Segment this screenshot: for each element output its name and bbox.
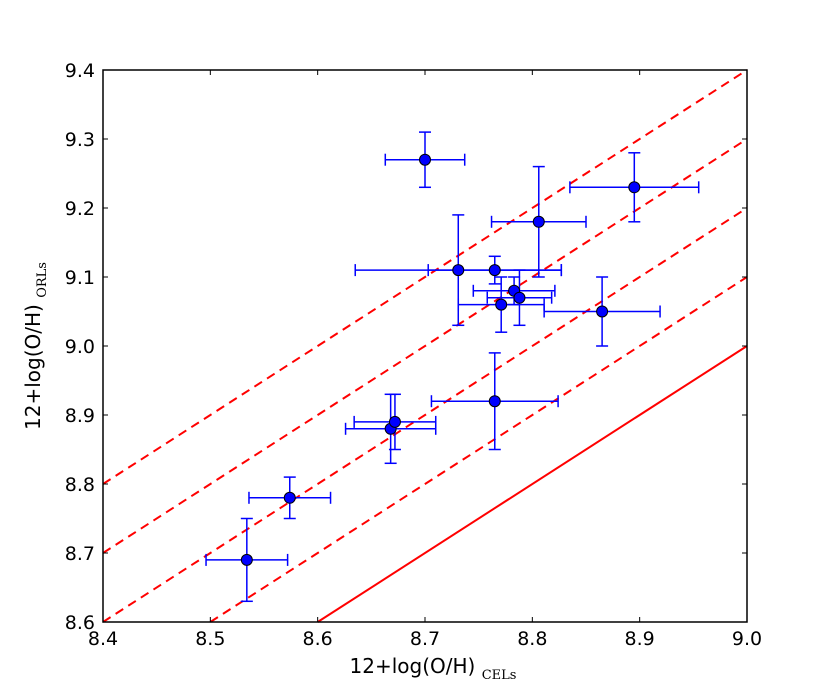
x-tick-label-6: 9.0 (732, 628, 762, 650)
error-bars (205, 131, 700, 603)
x-axis-label-subscript: CELs (482, 668, 517, 683)
x-tick-label-2: 8.6 (303, 628, 333, 650)
data-point-6 (488, 264, 501, 277)
reference-lines (102, 69, 748, 623)
reference-line-offset-0.3 (102, 138, 748, 554)
x-tick-label-3: 8.7 (410, 628, 440, 650)
y-tick-label-6: 9.2 (65, 198, 95, 220)
reference-line-offset-0.4 (102, 69, 748, 485)
y-tick-label-7: 9.3 (65, 129, 95, 151)
axis-ticks: 8.4 8.5 8.6 8.7 8.8 8.9 9.0 8.6 8.7 8.8 8.9 9.0 9.1 9… (65, 60, 762, 650)
reference-line-one-to-one (317, 345, 748, 623)
data-point-3 (388, 415, 401, 428)
data-point-13 (628, 181, 641, 194)
y-tick-label-5: 9.1 (65, 267, 95, 289)
data-point-12 (596, 305, 609, 318)
y-tick-label-8: 9.4 (65, 60, 95, 82)
y-tick-label-2: 8.8 (65, 474, 95, 496)
x-tick-label-1: 8.5 (195, 628, 225, 650)
data-point-0 (240, 553, 253, 566)
data-points (240, 153, 641, 566)
reference-line-offset-0.2 (102, 207, 748, 623)
y-tick-label-3: 8.9 (65, 405, 95, 427)
data-point-11 (532, 215, 545, 228)
data-point-7 (488, 395, 501, 408)
reference-line-offset-0.1 (209, 276, 748, 623)
y-axis-label-main: 12+log(O/H) (21, 304, 45, 430)
x-axis-label-main: 12+log(O/H) (350, 654, 476, 678)
y-axis-label: 12+log(O/H) ORLs (21, 262, 50, 430)
data-point-10 (513, 291, 526, 304)
x-tick-label-0: 8.4 (88, 628, 118, 650)
x-tick-label-4: 8.8 (517, 628, 547, 650)
data-point-4 (419, 153, 431, 166)
y-tick-label-0: 8.6 (65, 612, 95, 634)
data-point-1 (283, 491, 296, 504)
data-point-5 (452, 264, 465, 277)
y-axis-label-subscript: ORLs (35, 262, 50, 298)
y-tick-label-4: 9.0 (65, 336, 95, 358)
y-tick-label-1: 8.7 (65, 543, 95, 565)
x-tick-label-5: 8.9 (625, 628, 655, 650)
data-point-8 (495, 298, 508, 311)
x-axis-label: 12+log(O/H) CELs (350, 654, 517, 683)
